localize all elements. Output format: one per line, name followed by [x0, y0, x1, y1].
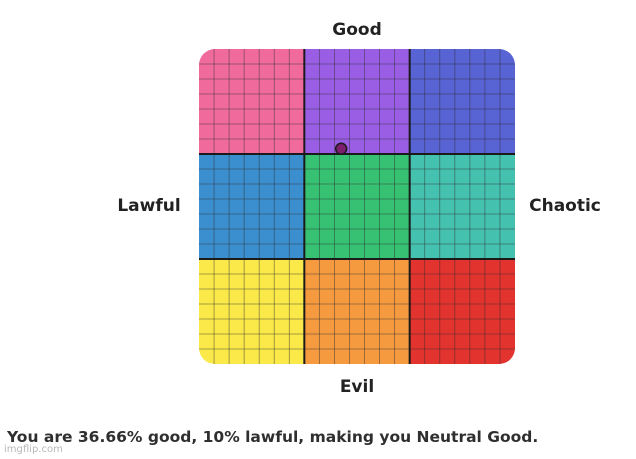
alignment-cell-r0-c0	[199, 49, 305, 155]
alignment-cell-r1-c2	[409, 154, 515, 260]
alignment-cell-r2-c1	[304, 259, 411, 364]
axis-label-good: Good	[332, 20, 382, 40]
chart-grid-group	[199, 49, 515, 364]
alignment-cell-r1-c0	[199, 154, 305, 260]
alignment-cell-r0-c2	[409, 49, 515, 155]
alignment-cell-r1-c1	[304, 154, 411, 260]
alignment-cell-r2-c2	[409, 259, 515, 364]
result-text: You are 36.66% good, 10% lawful, making …	[7, 428, 539, 446]
alignment-result-point	[334, 142, 348, 156]
watermark: imgflip.com	[4, 444, 63, 455]
axis-label-chaotic: Chaotic	[529, 196, 601, 216]
alignment-cell-r2-c0	[199, 259, 305, 364]
axis-label-lawful: Lawful	[117, 196, 181, 216]
alignment-cell-r0-c1	[304, 49, 411, 155]
axis-label-evil: Evil	[339, 377, 375, 397]
alignment-chart	[199, 49, 515, 364]
